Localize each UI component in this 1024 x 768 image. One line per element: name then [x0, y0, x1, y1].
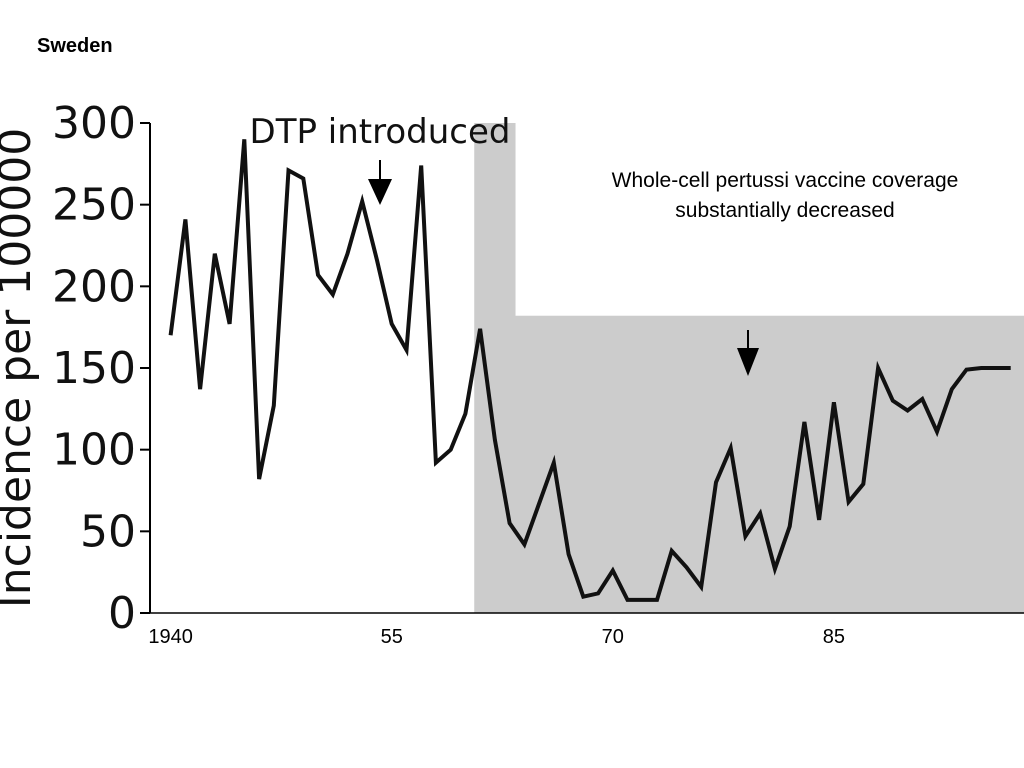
- shaded-region-1: [515, 315, 1024, 613]
- y-ticks: 0 50 100 150 200 250 300: [52, 98, 150, 639]
- annotation-dtp-introduced: DTP introduced: [250, 112, 511, 152]
- arrow-whole-cell: [737, 330, 759, 376]
- annotation-whole-cell-line-2: substantially decreased: [675, 199, 894, 222]
- y-tick-label: 250: [52, 180, 136, 231]
- y-tick-label: 0: [108, 588, 136, 639]
- y-tick-label: 100: [52, 425, 136, 476]
- x-tick-label: 85: [823, 626, 845, 648]
- shaded-region-0: [474, 123, 516, 613]
- series-line-0: [168, 139, 1011, 602]
- arrow-dtp-head: [368, 179, 392, 205]
- x-ticks: 1940 55 70 85: [148, 626, 845, 648]
- y-tick-label: 50: [80, 506, 136, 557]
- x-tick-label: 1940: [148, 626, 193, 648]
- y-tick-label: 200: [52, 261, 136, 312]
- arrow-whole-cell-head: [737, 348, 759, 376]
- series-group: [168, 139, 1011, 602]
- y-axis-label: Incidence per 100000: [0, 128, 41, 608]
- shaded-regions: [474, 123, 1024, 613]
- y-tick-label: 300: [52, 98, 136, 149]
- slide-title: Sweden: [37, 35, 113, 57]
- y-tick-label: 150: [52, 343, 136, 394]
- annotation-whole-cell-line-1: Whole-cell pertussi vaccine coverage: [612, 169, 959, 192]
- arrow-dtp: [368, 160, 392, 205]
- x-tick-label: 70: [602, 626, 624, 648]
- x-tick-label: 55: [381, 626, 403, 648]
- annotations: DTP introduced Whole-cell pertussi vacci…: [250, 112, 959, 376]
